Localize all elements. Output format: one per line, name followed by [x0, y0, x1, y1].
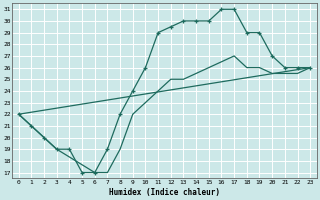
X-axis label: Humidex (Indice chaleur): Humidex (Indice chaleur) — [109, 188, 220, 197]
